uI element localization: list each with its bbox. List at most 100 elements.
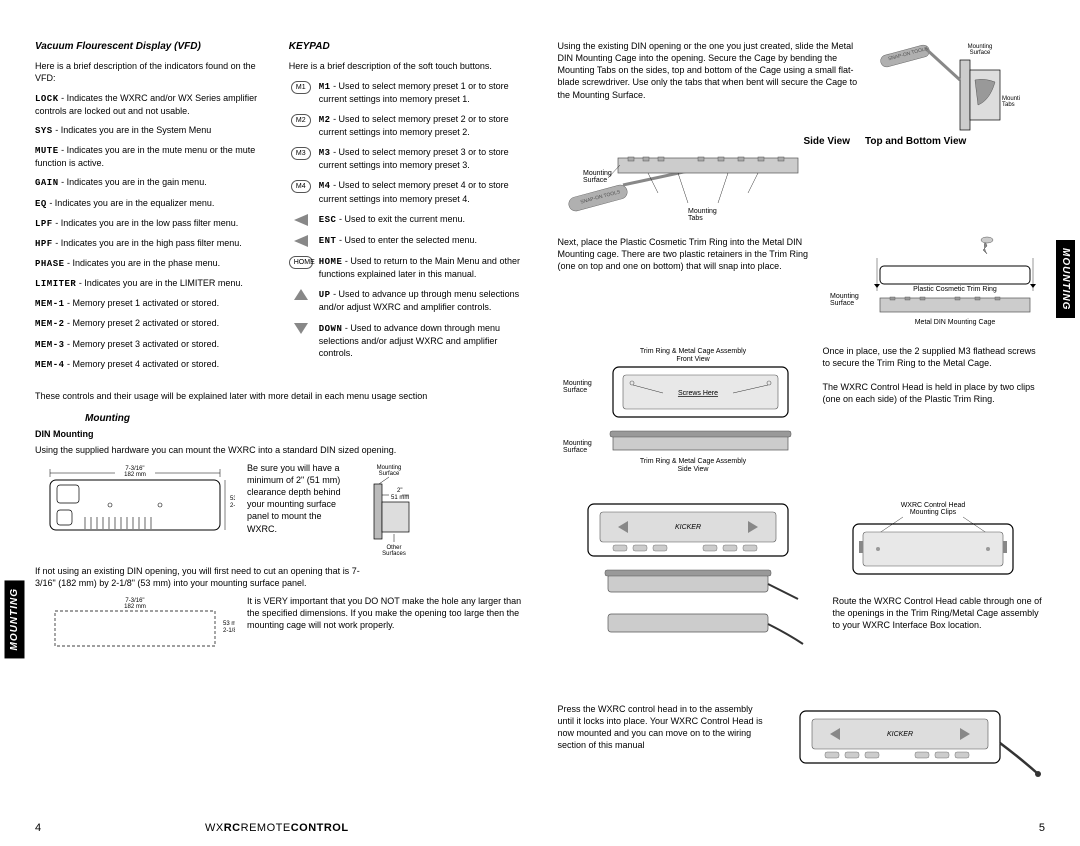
- svg-text:Mounting: Mounting: [688, 208, 717, 215]
- controls-note: These controls and their usage will be e…: [35, 390, 523, 402]
- vfd-item: HPF - Indicates you are in the high pass…: [35, 237, 269, 250]
- control-head-sequence: KICKER: [558, 499, 818, 719]
- keypad-desc: M1 - Used to select memory preset 1 or t…: [319, 80, 523, 105]
- vfd-item: EQ - Indicates you are in the equalizer …: [35, 197, 269, 210]
- svg-text:2-1/8": 2-1/8": [223, 628, 235, 634]
- columns-vfd-keypad: Vacuum Flourescent Display (VFD) Here is…: [35, 40, 523, 378]
- vfd-item: MEM-3 - Memory preset 3 activated or sto…: [35, 338, 269, 351]
- assembly-block: Trim Ring & Metal Cage Assembly Front Vi…: [558, 345, 1046, 485]
- final-block: Press the WXRC control head in to the as…: [558, 703, 1046, 778]
- vfd-item: MUTE - Indicates you are in the mute men…: [35, 144, 269, 169]
- keypad-item: M3 M3 - Used to select memory preset 3 or…: [289, 146, 523, 171]
- keypad-icon: M3: [289, 146, 313, 160]
- control-head-block: KICKER WXRC Control Head: [558, 499, 1046, 719]
- vfd-indicator-desc: - Indicates you are in the LIMITER menu.: [76, 278, 243, 288]
- keypad-icon: M1: [289, 80, 313, 94]
- keypad-icon: [289, 213, 313, 226]
- vfd-indicator-label: MEM-4: [35, 360, 65, 370]
- footer-title: WXRCREMOTECONTROL: [205, 821, 349, 836]
- svg-text:53 mm: 53 mm: [223, 621, 235, 627]
- vfd-item: LOCK - Indicates the WXRC and/or WX Seri…: [35, 92, 269, 117]
- keypad-desc: M4 - Used to select memory preset 4 or t…: [319, 179, 523, 204]
- vfd-indicator-desc: - Indicates you are in the gain menu.: [59, 177, 207, 187]
- vfd-indicator-label: MEM-2: [35, 319, 65, 329]
- svg-text:182 mm: 182 mm: [124, 604, 146, 610]
- side-tab-mounting-right: MOUNTING: [1056, 240, 1076, 318]
- vfd-indicator-label: MEM-3: [35, 340, 65, 350]
- vfd-indicator-desc: - Indicates you are in the low pass filt…: [53, 218, 239, 228]
- svg-text:Mounting: Mounting: [830, 293, 859, 300]
- svg-text:2-1/8": 2-1/8": [230, 503, 235, 509]
- vfd-item: MEM-4 - Memory preset 4 activated or sto…: [35, 358, 269, 371]
- din-mounting-title: DIN Mounting: [35, 428, 523, 440]
- vfd-indicator-label: MUTE: [35, 146, 59, 156]
- keypad-item: HOMEHOME - Used to return to the Main Me…: [289, 255, 523, 280]
- side-view-label: Side View: [558, 135, 851, 149]
- svg-text:Front View: Front View: [676, 356, 710, 363]
- clips-diagram: WXRC Control Head Mounting Clips: [833, 499, 1033, 584]
- trim-ring-block: Next, place the Plastic Cosmetic Trim Ri…: [558, 236, 1046, 331]
- keypad-icon: M2: [289, 113, 313, 127]
- keypad-column: KEYPAD Here is a brief description of th…: [289, 40, 523, 378]
- keypad-desc: ENT - Used to enter the selected menu.: [319, 234, 477, 247]
- vfd-indicator-label: MEM-1: [35, 299, 65, 309]
- vfd-indicator-desc: - Memory preset 1 activated or stored.: [65, 298, 220, 308]
- mounting-title: Mounting: [35, 412, 523, 426]
- vfd-item: MEM-2 - Memory preset 2 activated or sto…: [35, 317, 269, 330]
- side-view-screwdriver: Mounting Surface Mounting Tabs SNAP-ON T…: [870, 40, 1020, 140]
- svg-text:2": 2": [397, 488, 402, 494]
- vfd-indicator-label: SYS: [35, 126, 53, 136]
- trim-ring-diagram: Plastic Cosmetic Trim Ring Mounting Surf…: [825, 236, 1045, 331]
- keypad-item: M1 M1 - Used to select memory preset 1 or…: [289, 80, 523, 105]
- clearance-text: Be sure you will have a minimum of 2" (5…: [247, 462, 347, 535]
- left-page: MOUNTING Vacuum Flourescent Display (VFD…: [35, 40, 523, 816]
- vfd-indicator-desc: - Indicates you are in the equalizer men…: [47, 198, 215, 208]
- svg-text:Trim Ring & Metal Cage Assembl: Trim Ring & Metal Cage Assembly: [639, 348, 746, 355]
- svg-text:Surface: Surface: [563, 387, 587, 394]
- keypad-desc: M2 - Used to select memory preset 2 or t…: [319, 113, 523, 138]
- vfd-indicator-desc: - Indicates you are in the System Menu: [53, 125, 212, 135]
- vfd-indicator-label: LOCK: [35, 94, 59, 104]
- svg-text:Surface: Surface: [379, 471, 400, 477]
- keypad-item: M4 M4 - Used to select memory preset 4 or…: [289, 179, 523, 204]
- page-number-right: 5: [1039, 821, 1045, 836]
- vfd-column: Vacuum Flourescent Display (VFD) Here is…: [35, 40, 269, 378]
- keypad-desc: DOWN - Used to advance down through menu…: [319, 322, 523, 359]
- svg-text:Screws Here: Screws Here: [677, 390, 717, 397]
- svg-text:KICKER: KICKER: [887, 731, 913, 738]
- cutout-diagram: 7-3/16" 182 mm 53 mm 2-1/8": [35, 595, 235, 650]
- side-tab-mounting-left: MOUNTING: [5, 580, 25, 658]
- press-head-text: Press the WXRC control head in to the as…: [558, 703, 771, 752]
- svg-text:Tabs: Tabs: [688, 215, 703, 222]
- vfd-indicator-desc: - Memory preset 2 activated or stored.: [65, 318, 220, 328]
- svg-text:Mounting Clips: Mounting Clips: [909, 509, 956, 516]
- svg-text:182 mm: 182 mm: [124, 472, 146, 478]
- vfd-item: LPF - Indicates you are in the low pass …: [35, 217, 269, 230]
- vfd-indicator-desc: - Indicates the WXRC and/or WX Series am…: [35, 93, 257, 116]
- keypad-item: M2 M2 - Used to select memory preset 2 or…: [289, 113, 523, 138]
- vfd-intro: Here is a brief description of the indic…: [35, 60, 269, 84]
- keypad-desc: M3 - Used to select memory preset 3 or t…: [319, 146, 523, 171]
- clearance-diagram: Mounting Surface 2" 51 mm Other Surfaces: [359, 462, 419, 557]
- svg-text:Metal DIN Mounting Cage: Metal DIN Mounting Cage: [915, 319, 996, 326]
- keypad-title: KEYPAD: [289, 40, 523, 54]
- din-front-diagram: 7-3/16" 182 mm 53 mm 2-1/8": [35, 462, 235, 537]
- svg-text:Trim Ring & Metal Cage Assembl: Trim Ring & Metal Cage Assembly: [639, 458, 746, 465]
- svg-text:Surface: Surface: [583, 177, 607, 184]
- mounting-para2: If not using an existing DIN opening, yo…: [35, 565, 376, 589]
- svg-text:51 mm: 51 mm: [391, 495, 409, 501]
- vfd-indicator-desc: - Memory preset 4 activated or stored.: [65, 359, 220, 369]
- keypad-icon: [289, 288, 313, 300]
- top-bottom-label: Top and Bottom View: [865, 135, 1045, 149]
- svg-text:Tabs: Tabs: [1002, 102, 1015, 108]
- svg-text:KICKER: KICKER: [674, 524, 700, 531]
- svg-text:Side View: Side View: [677, 466, 709, 473]
- keypad-icon: [289, 234, 313, 247]
- vfd-indicator-desc: - Indicates you are in the high pass fil…: [53, 238, 242, 248]
- trim-ring-text: Next, place the Plastic Cosmetic Trim Ri…: [558, 236, 811, 272]
- keypad-item: UP - Used to advance up through menu sel…: [289, 288, 523, 313]
- keypad-icon: M4: [289, 179, 313, 193]
- held-in-place-text: The WXRC Control Head is held in place b…: [823, 381, 1046, 405]
- svg-text:Plastic Cosmetic Trim Ring: Plastic Cosmetic Trim Ring: [913, 286, 997, 293]
- svg-text:Surface: Surface: [830, 300, 854, 307]
